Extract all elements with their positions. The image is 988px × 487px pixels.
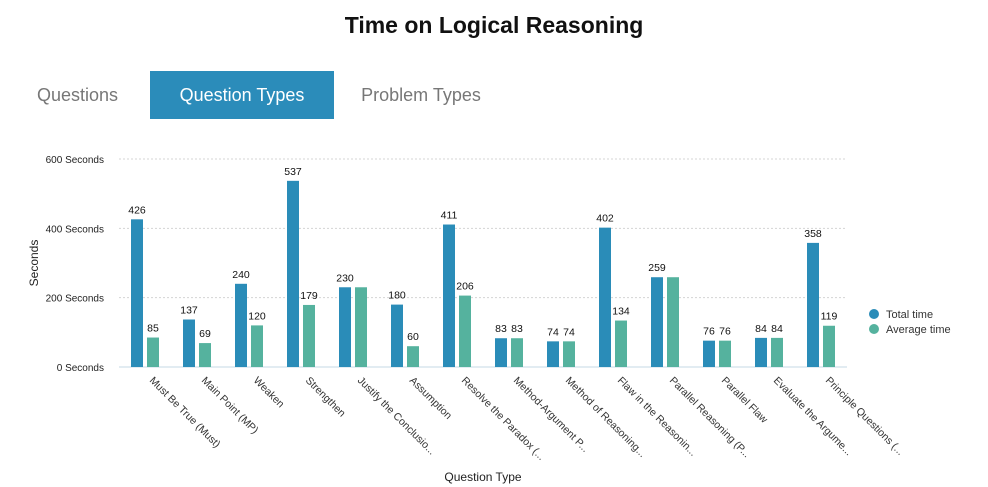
x-tick-label: Flaw in the Reasonin... xyxy=(615,375,699,459)
x-tick-label: Method-Argument P... xyxy=(511,375,591,455)
bar-average xyxy=(563,341,575,367)
bar-total xyxy=(287,180,299,367)
x-tick-label: Method of Reasoning... xyxy=(563,375,648,460)
bar-average xyxy=(511,338,523,367)
data-label: 180 xyxy=(388,290,406,302)
bar-total xyxy=(495,338,507,367)
bar-total xyxy=(703,340,715,367)
data-label: 426 xyxy=(128,204,146,216)
x-tick-label: Evaluate the Argume... xyxy=(771,375,855,459)
bar-total xyxy=(183,319,195,367)
bar-average xyxy=(719,340,731,367)
data-label: 76 xyxy=(719,326,731,338)
y-tick-label: 0 Seconds xyxy=(57,363,104,374)
data-label: 84 xyxy=(771,323,783,335)
data-label: 83 xyxy=(495,323,507,335)
data-label: 240 xyxy=(232,269,250,281)
y-tick-label: 400 Seconds xyxy=(46,224,104,235)
x-tick-label: Weaken xyxy=(251,375,287,411)
x-tick-label: Main Point (MP) xyxy=(199,375,261,437)
bar-total xyxy=(339,287,351,367)
data-label: 134 xyxy=(612,306,630,318)
bar-average xyxy=(355,287,367,367)
data-label: 411 xyxy=(441,210,458,222)
data-label: 119 xyxy=(821,311,838,323)
data-label: 74 xyxy=(547,326,559,338)
y-tick-label: 600 Seconds xyxy=(46,155,104,166)
x-tick-label: Strengthen xyxy=(303,375,348,420)
bar-average xyxy=(407,346,419,367)
y-axis-title: Seconds xyxy=(27,240,41,287)
bar-total xyxy=(755,337,767,367)
x-tick-label: Justify the Conclusio... xyxy=(355,375,438,458)
x-tick-label: Must Be True (Must) xyxy=(147,375,223,451)
data-label: 206 xyxy=(456,281,474,293)
data-label: 259 xyxy=(648,262,666,274)
bar-total xyxy=(651,277,663,367)
legend-marker xyxy=(869,324,879,334)
data-label: 230 xyxy=(336,272,354,284)
data-label: 84 xyxy=(755,323,767,335)
data-label: 137 xyxy=(180,305,198,317)
bar-average xyxy=(771,337,783,367)
data-label: 69 xyxy=(199,328,211,340)
tab-problem-types[interactable]: Problem Types xyxy=(361,85,481,105)
page-title: Time on Logical Reasoning xyxy=(344,12,644,38)
data-label: 85 xyxy=(147,323,159,335)
bar-average xyxy=(147,337,159,367)
bar-total xyxy=(807,242,819,367)
data-label: 120 xyxy=(248,310,266,322)
data-label: 83 xyxy=(511,323,523,335)
bar-total xyxy=(131,219,143,367)
bar-total xyxy=(235,283,247,367)
data-label: 537 xyxy=(284,166,302,178)
bar-total xyxy=(391,304,403,367)
x-tick-label: Assumption xyxy=(407,375,454,422)
bar-average xyxy=(459,295,471,367)
bar-average xyxy=(615,320,627,367)
data-label: 74 xyxy=(563,326,575,338)
y-tick-label: 200 Seconds xyxy=(46,294,104,305)
bar-average xyxy=(667,277,679,367)
bar-total xyxy=(443,224,455,367)
x-tick-label: Parallel Reasoning (P... xyxy=(667,375,753,461)
bar-average xyxy=(823,325,835,367)
data-label: 358 xyxy=(804,228,822,240)
legend-label: Average time xyxy=(886,324,951,336)
bar-total xyxy=(599,227,611,367)
data-label: 402 xyxy=(596,213,614,225)
data-label: 60 xyxy=(407,331,419,343)
x-tick-label: Resolve the Paradox (... xyxy=(459,375,547,463)
data-label: 179 xyxy=(300,290,318,302)
tab-questions[interactable]: Questions xyxy=(36,85,119,105)
x-axis-title: Question Type xyxy=(444,470,521,484)
legend-marker xyxy=(869,309,879,319)
bar-average xyxy=(303,304,315,367)
tab-question-types[interactable]: Question Types xyxy=(150,71,334,119)
bar-average xyxy=(251,325,263,367)
data-label: 76 xyxy=(703,326,715,338)
bar-total xyxy=(547,341,559,367)
x-tick-label: Principle Questions (... xyxy=(823,375,906,458)
bar-average xyxy=(199,343,211,367)
x-tick-label: Parallel Flaw xyxy=(719,375,770,426)
legend-label: Total time xyxy=(886,309,933,321)
